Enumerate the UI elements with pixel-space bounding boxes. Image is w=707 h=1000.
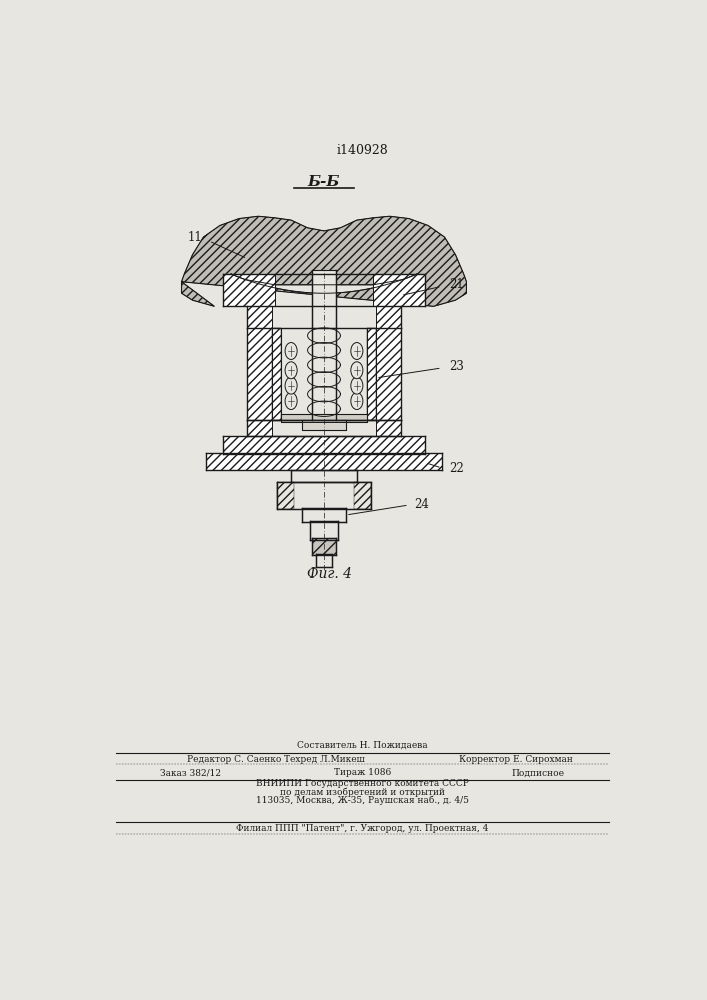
- Bar: [272, 328, 281, 420]
- Text: Тираж 1086: Тираж 1086: [334, 768, 391, 777]
- Bar: [247, 328, 272, 420]
- Bar: [367, 328, 376, 420]
- Bar: [376, 306, 401, 328]
- Bar: [281, 414, 367, 422]
- Text: по делам изобретений и открытий: по делам изобретений и открытий: [280, 787, 445, 797]
- Bar: [291, 470, 357, 482]
- Circle shape: [351, 377, 363, 394]
- Bar: [223, 274, 275, 306]
- Bar: [277, 482, 294, 509]
- Bar: [272, 328, 281, 420]
- Bar: [247, 420, 272, 436]
- Text: Заказ 382/12: Заказ 382/12: [160, 768, 221, 777]
- Bar: [312, 328, 336, 420]
- Bar: [247, 306, 272, 328]
- Text: Б-Б: Б-Б: [308, 175, 340, 189]
- Text: 24: 24: [414, 498, 429, 512]
- Circle shape: [285, 362, 297, 379]
- Text: 113035, Москва, Ж-35, Раушская наб., д. 4/5: 113035, Москва, Ж-35, Раушская наб., д. …: [256, 796, 469, 805]
- Bar: [312, 270, 336, 328]
- Text: i140928: i140928: [337, 144, 388, 157]
- Bar: [302, 420, 346, 430]
- Bar: [376, 420, 401, 436]
- Circle shape: [351, 362, 363, 379]
- Circle shape: [351, 343, 363, 359]
- Text: Подписное: Подписное: [511, 768, 564, 777]
- Bar: [367, 328, 376, 420]
- Text: 21: 21: [449, 278, 464, 291]
- Bar: [277, 482, 370, 509]
- Bar: [376, 306, 401, 328]
- Text: Фиг. 4: Фиг. 4: [307, 567, 352, 581]
- Polygon shape: [182, 216, 467, 306]
- Bar: [316, 554, 332, 567]
- Bar: [312, 538, 336, 555]
- Bar: [376, 420, 401, 436]
- Bar: [247, 328, 272, 420]
- Text: 22: 22: [449, 462, 464, 475]
- Text: 23: 23: [449, 360, 464, 373]
- Circle shape: [285, 393, 297, 410]
- Bar: [376, 328, 401, 420]
- Text: ВНИИПИ Государственного комитета СССР: ВНИИПИ Государственного комитета СССР: [256, 779, 469, 788]
- Bar: [206, 453, 442, 470]
- Bar: [223, 436, 426, 454]
- Bar: [312, 538, 336, 555]
- Bar: [223, 274, 275, 306]
- Circle shape: [351, 393, 363, 410]
- Text: Корректор Е. Сирохман: Корректор Е. Сирохман: [459, 755, 573, 764]
- Bar: [310, 521, 338, 540]
- Bar: [302, 508, 346, 522]
- Text: Техред Л.Микеш: Техред Л.Микеш: [284, 755, 364, 764]
- Circle shape: [285, 377, 297, 394]
- Bar: [373, 274, 426, 306]
- Text: Филиал ППП "Патент", г. Ужгород, ул. Проектная, 4: Филиал ППП "Патент", г. Ужгород, ул. Про…: [236, 824, 489, 833]
- Bar: [247, 306, 272, 328]
- Bar: [354, 482, 370, 509]
- Bar: [373, 274, 426, 306]
- Text: Составитель Н. Пожидаева: Составитель Н. Пожидаева: [297, 741, 428, 750]
- Polygon shape: [231, 274, 417, 293]
- Bar: [376, 328, 401, 420]
- Text: 11: 11: [188, 231, 203, 244]
- Circle shape: [285, 343, 297, 359]
- Text: Редактор С. Саенко: Редактор С. Саенко: [187, 755, 281, 764]
- Bar: [223, 436, 426, 454]
- Bar: [247, 420, 272, 436]
- Bar: [206, 453, 442, 470]
